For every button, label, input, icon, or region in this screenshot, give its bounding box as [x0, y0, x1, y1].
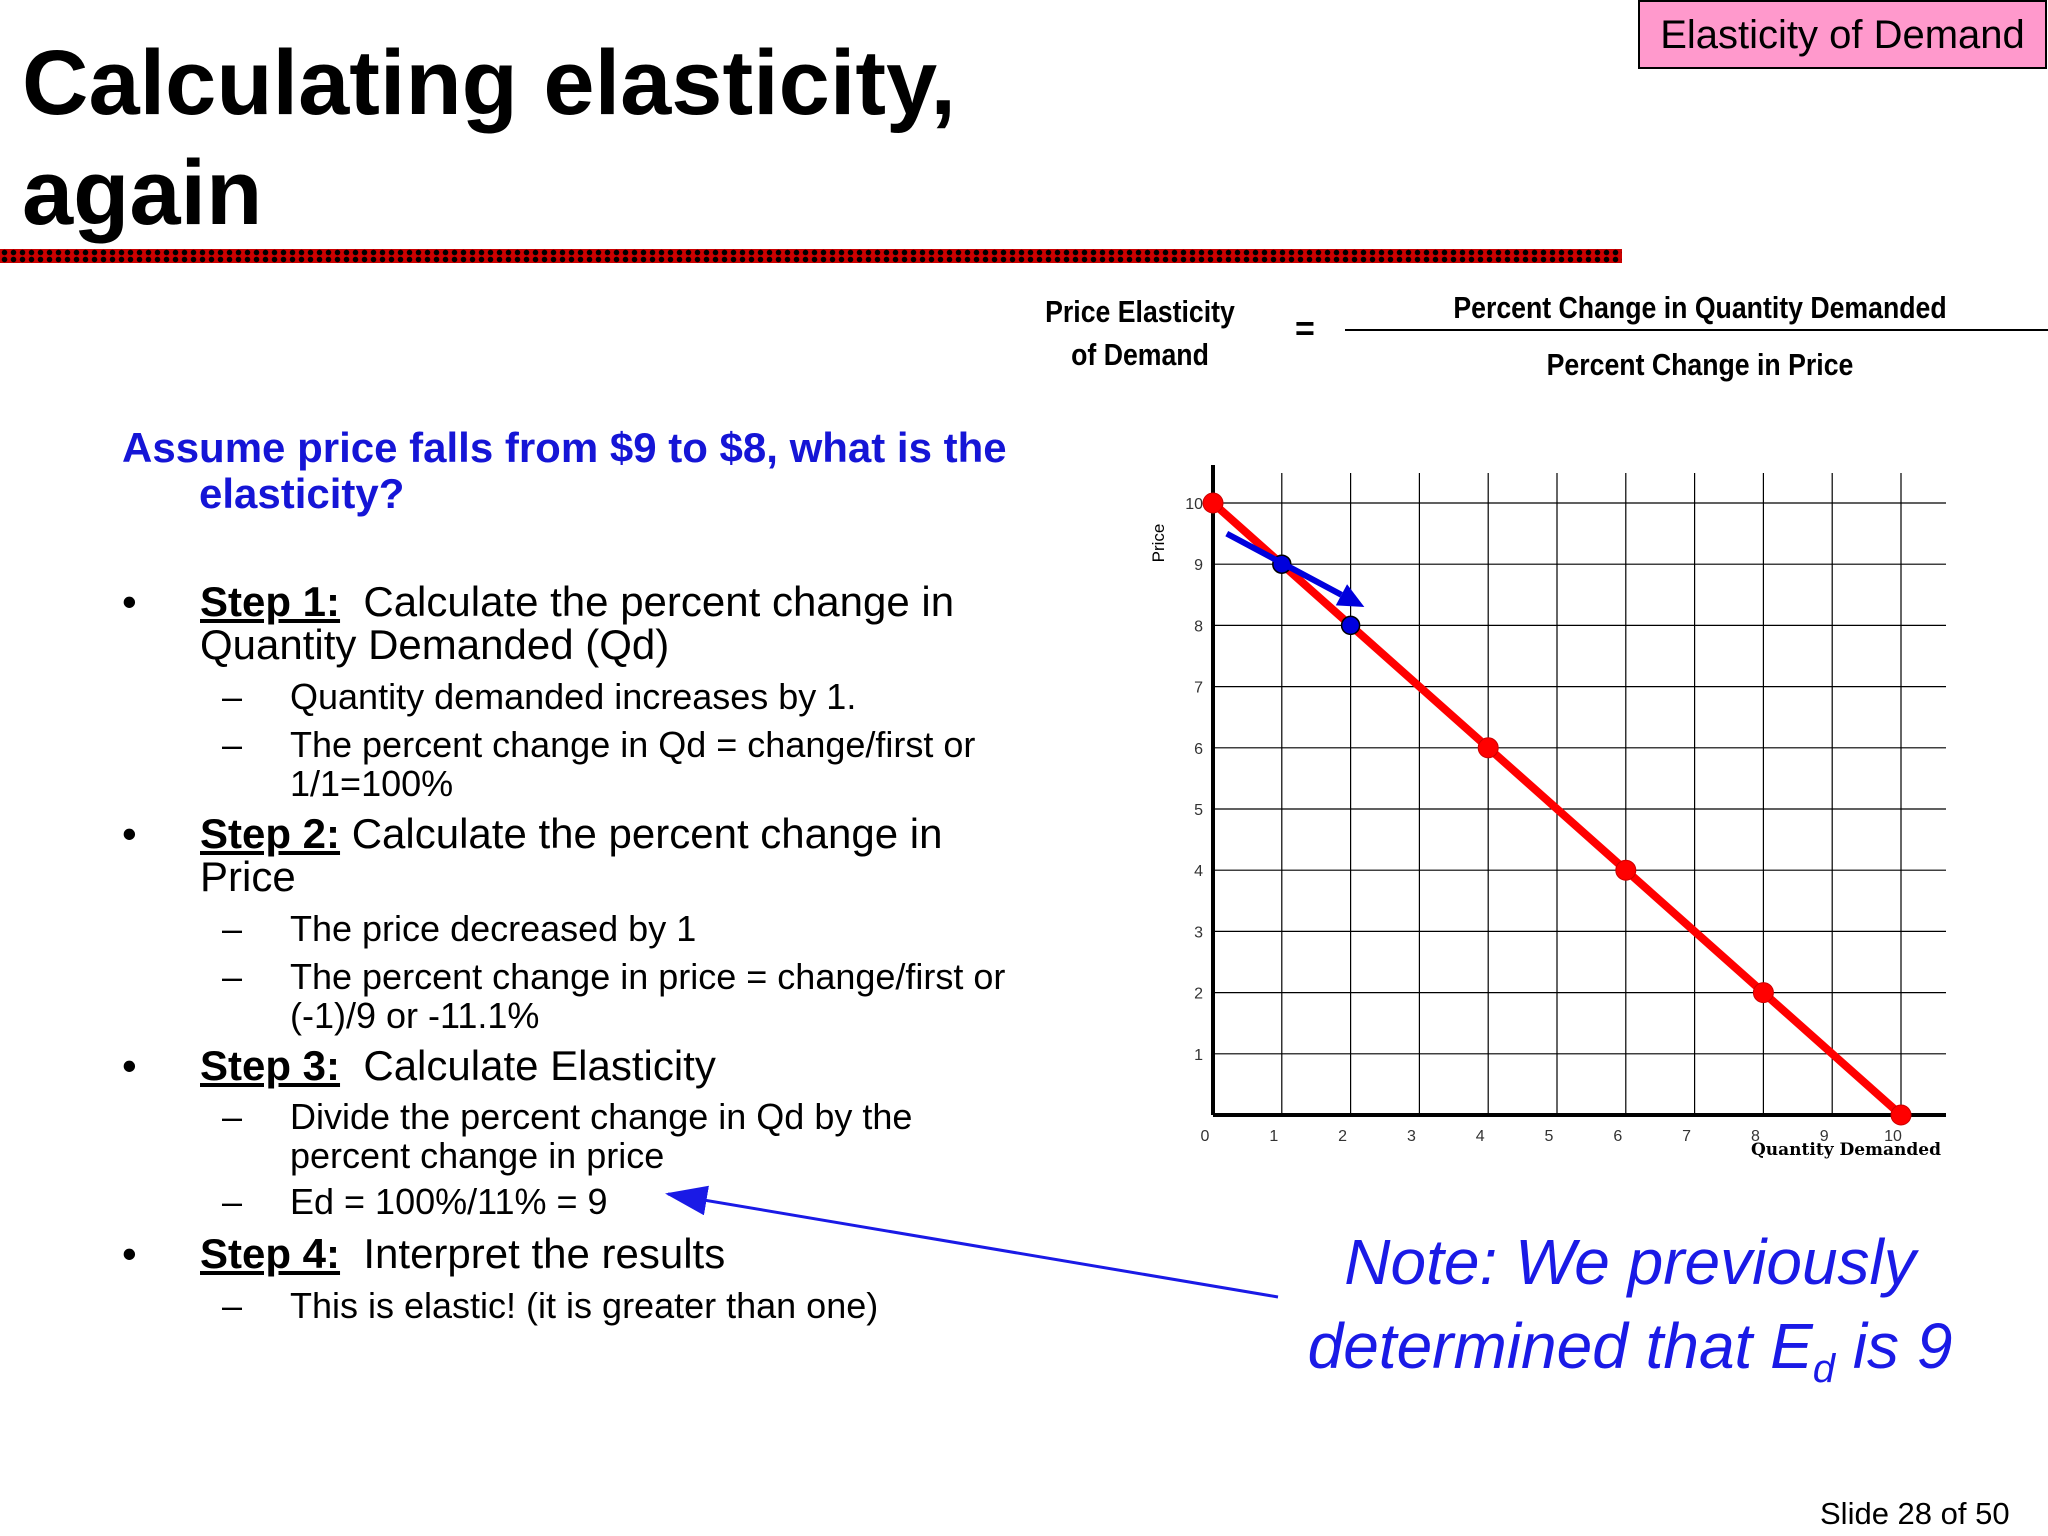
y-tick-label: 7	[1194, 680, 1203, 697]
step-1-sub-1-text: Quantity demanded increases by 1.	[290, 676, 857, 717]
step-1-label: Step 1:	[200, 578, 341, 625]
y-tick-label: 9	[1194, 557, 1203, 574]
red-data-point	[1890, 1104, 1912, 1126]
step-1-text: Calculate the percent change in	[340, 578, 955, 625]
note-line-2-a: determined that E	[1307, 1310, 1813, 1382]
formula-equals: =	[1295, 310, 1315, 348]
title-line-2: again	[22, 142, 263, 244]
formula-left-line-1: Price Elasticity	[1045, 294, 1235, 329]
step-2-text-line-2: Price	[200, 853, 296, 900]
y-tick-label: 2	[1194, 986, 1203, 1003]
step-3-sub-2-text: Ed = 100%/11% = 9	[290, 1181, 608, 1222]
step-1-text-line-2: Quantity Demanded (Qd)	[200, 621, 670, 668]
x-tick-label: 10	[1884, 1128, 1902, 1145]
x-tick-label: 5	[1545, 1128, 1554, 1145]
step-3-text: Calculate Elasticity	[340, 1042, 716, 1089]
y-axis-label: Price	[1149, 524, 1168, 563]
step-4-sub-1-text: This is elastic! (it is greater than one…	[290, 1285, 879, 1326]
arrow-head	[1335, 584, 1365, 608]
dash: –	[222, 1096, 243, 1137]
note-line-1: Note: We previously	[1344, 1226, 1916, 1298]
y-tick-label: 6	[1194, 741, 1203, 758]
title-line-1: Calculating elasticity,	[22, 32, 956, 134]
x-tick-label: 3	[1407, 1128, 1416, 1145]
x-tick-label: 2	[1338, 1128, 1347, 1145]
y-tick-label: 1	[1194, 1047, 1203, 1064]
x-tick-label: 9	[1820, 1128, 1829, 1145]
red-data-point	[1615, 859, 1637, 881]
bullet: •	[122, 578, 137, 625]
red-data-point	[1202, 492, 1224, 514]
step-1-sub-2-text-line-2: 1/1=100%	[290, 763, 454, 804]
red-data-point	[1752, 982, 1774, 1004]
note: Note: We previously determined that Ed i…	[1230, 1220, 2030, 1411]
step-2-label: Step 2:	[200, 810, 341, 857]
bullet: •	[122, 810, 137, 857]
slide-title: Calculating elasticity, again	[22, 28, 1022, 248]
step-1-sub-2-text: The percent change in Qd = change/first …	[290, 724, 976, 765]
x-tick-label: 6	[1613, 1128, 1622, 1145]
blue-data-point	[1340, 615, 1361, 636]
demand-line	[1210, 500, 1904, 1118]
dash: –	[222, 1285, 243, 1326]
formula-left: Price Elasticity of Demand	[1020, 290, 1261, 376]
red-data-point	[1477, 737, 1499, 759]
chart-axes	[1211, 465, 1946, 1117]
dash: –	[222, 724, 243, 765]
question: Assume price falls from $9 to $8, what i…	[122, 425, 1122, 517]
x-tick-label: 4	[1476, 1128, 1485, 1145]
fraction-bar	[1345, 329, 2048, 331]
question-line-1: Assume price falls from $9 to $8, what i…	[122, 424, 1007, 471]
y-tick-label: 5	[1194, 802, 1203, 819]
step-2-sub-1-text: The price decreased by 1	[290, 908, 697, 949]
dash: –	[222, 1181, 243, 1222]
chart-series	[1210, 500, 1904, 1118]
step-3-sub-1-text: Divide the percent change in Qd by the	[290, 1096, 913, 1137]
dash: –	[222, 908, 243, 949]
step-2-text: Calculate the percent change in	[340, 810, 943, 857]
formula-left-line-2: of Demand	[1071, 337, 1209, 372]
slide-number: Slide 28 of 50	[1820, 1496, 2010, 1531]
x-tick-label: 0	[1201, 1128, 1210, 1145]
step-3-label: Step 3:	[200, 1042, 341, 1089]
step-4-text: Interpret the results	[340, 1230, 726, 1277]
chart-grid	[1213, 473, 1946, 1115]
formula-denominator: Percent Change in Price	[1546, 347, 1854, 382]
step-2-sub-2-text-line-2: (-1)/9 or -11.1%	[290, 995, 540, 1036]
step-3-sub-1-text-line-2: percent change in price	[290, 1135, 665, 1176]
x-axis-label: Quantity Demanded	[1751, 1140, 1941, 1160]
x-tick-label: 1	[1269, 1128, 1278, 1145]
chart-tick-labels: 0 1 2 3 4 5 6 7 8 9 10 1 2 3 4 5 6 7 8 9 10	[1185, 496, 1902, 1145]
dash: –	[222, 956, 243, 997]
bullet: •	[122, 1230, 137, 1277]
note-subscript: d	[1812, 1346, 1836, 1391]
title-divider	[0, 249, 1622, 263]
x-tick-label: 8	[1751, 1128, 1760, 1145]
y-tick-label: 4	[1194, 863, 1203, 880]
y-tick-label: 8	[1194, 618, 1203, 635]
x-tick-label: 7	[1682, 1128, 1691, 1145]
topic-badge: Elasticity of Demand	[1638, 0, 2047, 69]
question-line-2: elasticity?	[199, 470, 405, 517]
note-line-2: determined that Ed is 9	[1230, 1304, 2030, 1411]
formula-numerator: Percent Change in Quantity Demanded	[1453, 290, 1947, 325]
demand-chart: 0 1 2 3 4 5 6 7 8 9 10 1 2 3 4 5 6 7 8 9 10 Quantity Demande…	[1149, 465, 1946, 1160]
step-4-label: Step 4:	[200, 1230, 341, 1277]
bullet: •	[122, 1042, 137, 1089]
step-2-sub-2-text: The percent change in price = change/fir…	[290, 956, 1006, 997]
arrow-shaft	[1225, 530, 1343, 598]
dash: –	[222, 676, 243, 717]
chart-arrow	[1225, 530, 1365, 608]
note-line-2-b: is 9	[1835, 1310, 1953, 1382]
y-tick-label: 3	[1194, 924, 1203, 941]
y-tick-label: 10	[1185, 496, 1203, 513]
